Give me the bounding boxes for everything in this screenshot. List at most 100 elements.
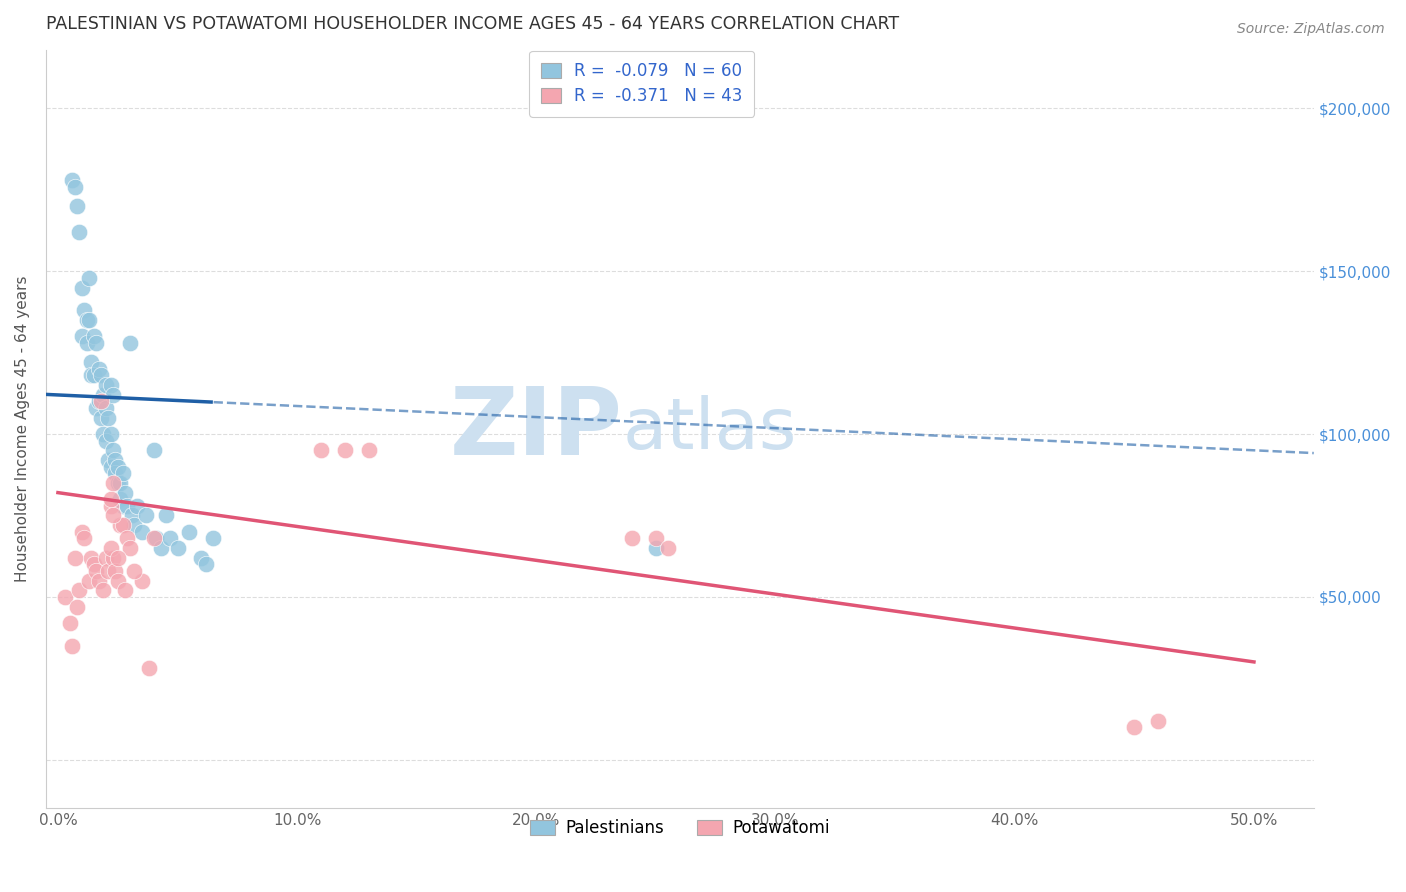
Point [107, 475, 129, 490]
Point [645, 541, 668, 555]
Point [76, 335, 98, 350]
Point [111, 518, 134, 533]
Point [357, 443, 380, 458]
Point [70, 329, 93, 343]
Point [80, 355, 103, 369]
Point [155, 508, 177, 523]
Point [53, 590, 76, 604]
Point [76, 313, 98, 327]
Point [111, 466, 134, 480]
Point [657, 541, 679, 555]
Point [108, 492, 131, 507]
Point [97, 410, 120, 425]
Point [131, 524, 153, 539]
Point [100, 459, 122, 474]
Point [195, 558, 218, 572]
Point [73, 531, 96, 545]
Point [87, 394, 110, 409]
Point [142, 443, 165, 458]
Point [309, 443, 332, 458]
Text: Source: ZipAtlas.com: Source: ZipAtlas.com [1237, 22, 1385, 37]
Point [645, 531, 668, 545]
Point [114, 485, 136, 500]
Point [145, 531, 167, 545]
Point [90, 368, 112, 383]
Point [118, 335, 141, 350]
Point [77, 574, 100, 588]
Point [104, 453, 127, 467]
Point [101, 443, 124, 458]
Point [131, 574, 153, 588]
Point [93, 427, 115, 442]
Y-axis label: Householder Income Ages 45 - 64 years: Householder Income Ages 45 - 64 years [15, 276, 30, 582]
Point [94, 434, 117, 448]
Point [117, 531, 139, 545]
Point [179, 524, 201, 539]
Point [190, 550, 212, 565]
Point [149, 541, 172, 555]
Point [166, 541, 188, 555]
Point [101, 475, 124, 490]
Point [83, 368, 105, 383]
Point [1123, 720, 1146, 734]
Point [94, 378, 117, 392]
Point [100, 427, 122, 442]
Point [83, 329, 105, 343]
Point [69, 225, 91, 239]
Point [100, 499, 122, 513]
Point [80, 368, 103, 383]
Point [101, 388, 124, 402]
Text: atlas: atlas [623, 394, 797, 464]
Point [124, 564, 146, 578]
Text: PALESTINIAN VS POTAWATOMI HOUSEHOLDER INCOME AGES 45 - 64 YEARS CORRELATION CHAR: PALESTINIAN VS POTAWATOMI HOUSEHOLDER IN… [46, 15, 898, 33]
Point [108, 518, 131, 533]
Point [121, 508, 143, 523]
Point [101, 508, 124, 523]
Point [135, 508, 157, 523]
Point [114, 583, 136, 598]
Point [333, 443, 356, 458]
Point [84, 401, 107, 415]
Point [100, 378, 122, 392]
Point [84, 335, 107, 350]
Point [111, 499, 134, 513]
Point [84, 564, 107, 578]
Point [100, 492, 122, 507]
Point [118, 541, 141, 555]
Point [63, 550, 86, 565]
Point [104, 564, 127, 578]
Point [94, 550, 117, 565]
Point [138, 661, 160, 675]
Point [70, 280, 93, 294]
Point [93, 583, 115, 598]
Point [202, 531, 225, 545]
Point [621, 531, 644, 545]
Point [94, 401, 117, 415]
Point [77, 313, 100, 327]
Point [159, 531, 181, 545]
Point [142, 531, 165, 545]
Point [66, 199, 89, 213]
Point [97, 564, 120, 578]
Point [83, 558, 105, 572]
Point [87, 574, 110, 588]
Point [70, 524, 93, 539]
Point [1147, 714, 1170, 728]
Point [87, 362, 110, 376]
Point [93, 388, 115, 402]
Point [66, 599, 89, 614]
Text: ZIP: ZIP [450, 384, 623, 475]
Legend: Palestinians, Potawatomi: Palestinians, Potawatomi [522, 811, 838, 846]
Point [90, 394, 112, 409]
Point [97, 453, 120, 467]
Point [107, 459, 129, 474]
Point [107, 550, 129, 565]
Point [77, 270, 100, 285]
Point [63, 179, 86, 194]
Point [108, 475, 131, 490]
Point [100, 541, 122, 555]
Point [59, 615, 82, 630]
Point [101, 550, 124, 565]
Point [124, 518, 146, 533]
Point [60, 639, 83, 653]
